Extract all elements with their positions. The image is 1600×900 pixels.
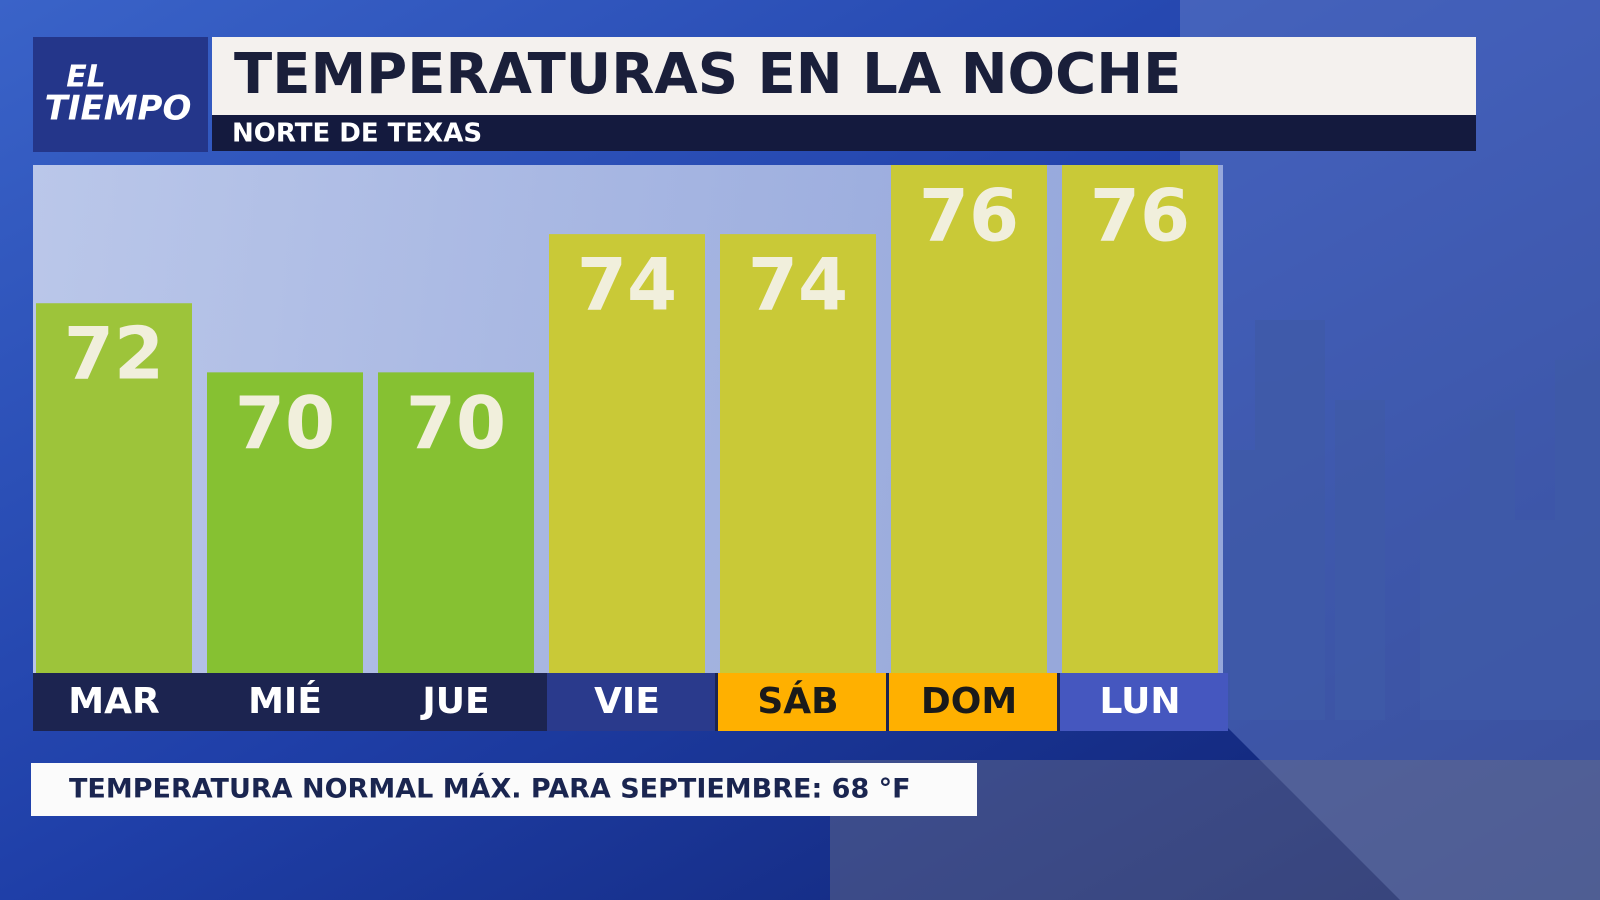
bar [1062,165,1218,673]
logo-line: EL [66,60,106,95]
x-tick-label: MIÉ [248,680,322,722]
title-box [212,37,1476,115]
chart-title: TEMPERATURAS EN LA NOCHE [234,42,1181,107]
bar [36,303,192,673]
bar [720,234,876,673]
day-label-box [34,673,202,731]
note: TEMPERATURA NORMAL MÁX. PARA SEPTIEMBRE:… [69,773,911,805]
day-label-box [718,673,886,731]
bar [549,234,705,673]
chart-subtitle: NORTE DE TEXAS [232,119,482,149]
day-label-box [1060,673,1228,731]
skyline [1230,320,1600,720]
logo-line: TIEMPO [45,89,192,129]
x-tick-label: SÁB [757,680,838,722]
day-label-box [547,673,715,731]
bars: 72 MAR 70 MIÉ 70 JUE 74 VIE 74 SÁB 76 DOM 76 LUN [33,165,1228,731]
x-tick-label: DOM [921,681,1017,722]
day-label-box [205,673,373,731]
day-label-box [376,673,544,731]
bar [207,372,363,673]
value-label: 70 [406,381,506,465]
value-label: 70 [235,381,335,465]
value-label: 74 [577,243,677,327]
note-box [31,763,977,816]
x-tick-label: JUE [419,681,489,722]
bar [378,372,534,673]
value-label: 74 [748,243,848,327]
value-label: 76 [919,174,1019,258]
x-tick-label: VIE [594,681,660,722]
x-tick-label: MAR [68,681,159,722]
logo-box [33,37,208,152]
value-label: 76 [1090,174,1190,258]
bar [891,165,1047,673]
subtitle-box [212,115,1476,151]
x-tick-label: LUN [1099,681,1180,722]
day-label-box [889,673,1057,731]
value-label: 72 [64,312,164,396]
